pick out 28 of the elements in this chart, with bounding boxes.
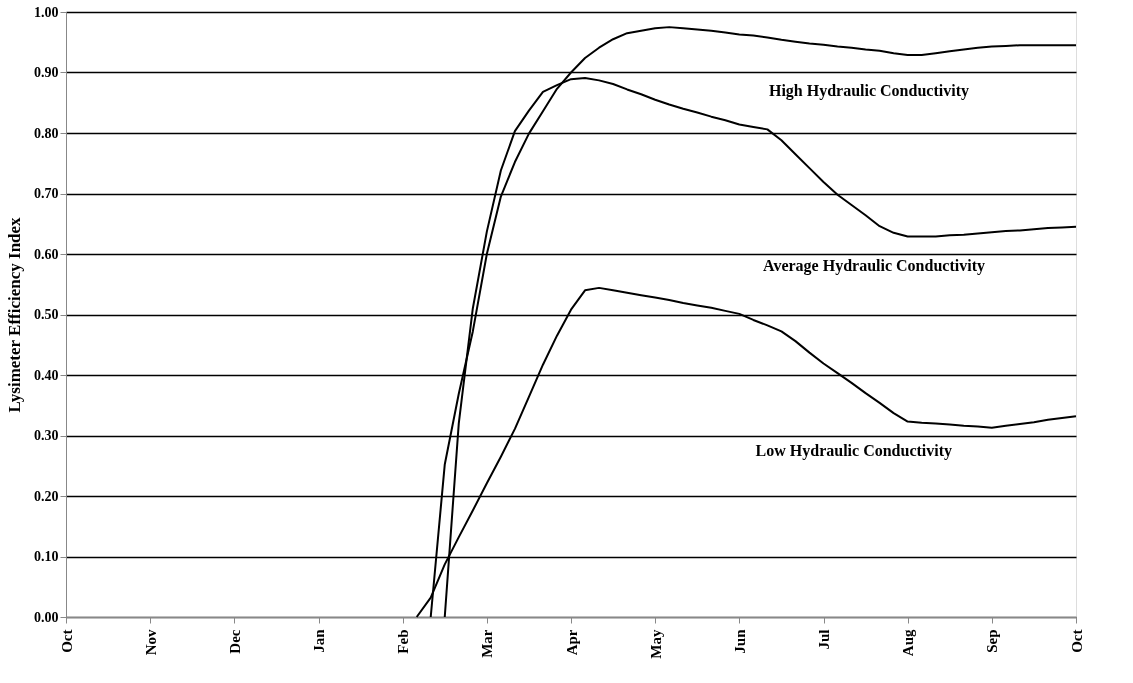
x-tick-label: Jun bbox=[731, 628, 748, 654]
y-tick-label: 0.70 bbox=[34, 186, 59, 201]
y-axis-title: Lysimeter Efficiency Index bbox=[5, 216, 24, 413]
x-tick-label: Jan bbox=[311, 628, 327, 653]
x-tick-label: Jul bbox=[816, 629, 832, 650]
y-tick-label: 0.40 bbox=[34, 367, 59, 383]
y-tick-label: 0.10 bbox=[34, 549, 59, 564]
y-tick-label: 0.80 bbox=[34, 125, 59, 141]
x-tick-label: Mar bbox=[479, 629, 496, 658]
y-tick-label: 0.30 bbox=[34, 428, 59, 443]
x-tick-label: Dec bbox=[226, 629, 243, 654]
y-tick-label: 0.60 bbox=[34, 246, 59, 262]
x-tick-label: Apr bbox=[563, 629, 580, 656]
x-tick-label: Oct bbox=[58, 629, 75, 653]
x-tick-label: Oct bbox=[1068, 629, 1085, 653]
text: High Hydraulic Conductivity bbox=[768, 81, 969, 100]
y-tick-label: 0.20 bbox=[34, 488, 59, 504]
series-label: Low Hydraulic Conductivity bbox=[755, 441, 953, 460]
x-tick-label: Feb bbox=[395, 629, 412, 654]
y-tick-label: 0.50 bbox=[34, 307, 59, 322]
x-tick-label: May bbox=[647, 629, 664, 659]
y-tick-label: 1.00 bbox=[34, 4, 59, 20]
x-tick-label: Aug bbox=[900, 629, 917, 657]
y-tick-label: 0.00 bbox=[34, 609, 59, 625]
y-tick-label: 0.90 bbox=[34, 65, 59, 80]
series-label: Average Hydraulic Conductivity bbox=[763, 257, 985, 276]
x-tick-label: Sep bbox=[984, 629, 1001, 653]
x-tick-label: Nov bbox=[142, 629, 159, 656]
